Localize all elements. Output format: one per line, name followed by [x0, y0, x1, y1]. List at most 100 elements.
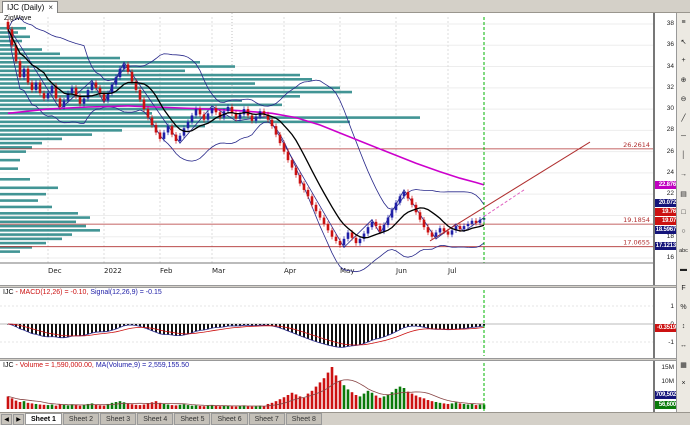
sheet-tab-4[interactable]: Sheet 4: [137, 413, 174, 425]
candle-body: [314, 204, 318, 212]
macd-histogram-bar: [131, 324, 133, 326]
x-axis-label: Apr: [284, 267, 296, 275]
volume-profile-bar: [0, 233, 72, 236]
sheet-nav-left-icon[interactable]: ◀: [1, 414, 12, 425]
sheet-tab-5[interactable]: Sheet 5: [174, 413, 211, 425]
candle-body: [146, 109, 150, 118]
macd-line: [7, 323, 485, 348]
macd-axis-tick: 1: [670, 303, 674, 310]
candle-body: [310, 196, 314, 205]
tool-grid-icon[interactable]: ▦: [680, 361, 687, 369]
macd-histogram-bar: [119, 324, 121, 328]
candle-body: [450, 230, 454, 235]
volume-bar: [114, 402, 118, 409]
sheet-tab-8[interactable]: Sheet 8: [285, 413, 322, 425]
candle-body: [390, 210, 394, 218]
volume-panel-chart[interactable]: [0, 361, 654, 412]
tool-vertical-line-icon[interactable]: │: [681, 152, 686, 159]
macd-histogram-bar: [143, 324, 145, 328]
magenta-ma-line: [7, 105, 485, 186]
tool-callout-icon[interactable]: ▬: [680, 266, 687, 273]
price-axis[interactable]: 38363432302826242220181617.121318.596719…: [654, 13, 677, 412]
sheet-nav-right-icon[interactable]: ▶: [13, 414, 24, 425]
sheet-tab-3[interactable]: Sheet 3: [100, 413, 137, 425]
drawn-trendline[interactable]: [429, 141, 591, 242]
macd-histogram-bar: [359, 324, 361, 345]
panel-splitter[interactable]: [0, 285, 676, 288]
panel-splitter[interactable]: [0, 358, 676, 361]
price-axis-tick: 30: [666, 105, 674, 113]
candle-body: [270, 119, 274, 127]
volume-ma-line: [7, 379, 485, 407]
volume-profile-bar: [0, 73, 300, 77]
volume-bar: [322, 378, 326, 409]
sheet-tab-7[interactable]: Sheet 7: [248, 413, 285, 425]
tool-fibonacci-icon[interactable]: F: [681, 285, 686, 292]
volume-bar: [202, 406, 206, 409]
macd-histogram-bar: [199, 324, 201, 331]
macd-histogram-bar: [139, 324, 141, 327]
macd-histogram-bar: [423, 324, 425, 328]
x-axis-label: 2022: [104, 267, 122, 275]
tool-zoom-out-icon[interactable]: ⊖: [680, 95, 687, 103]
volume-bar: [446, 403, 450, 409]
candle-body: [418, 212, 422, 220]
volume-profile-bar: [0, 167, 18, 170]
volume-bar: [346, 389, 350, 409]
tool-expand-horizontal-icon[interactable]: ↔: [680, 342, 687, 349]
candle-body: [38, 82, 42, 94]
tool-zoom-in-icon[interactable]: ⊕: [680, 76, 687, 84]
tool-menu-icon[interactable]: ≡: [681, 19, 686, 26]
macd-panel-chart[interactable]: [0, 288, 654, 358]
volume-bar: [98, 405, 102, 409]
macd-histogram-bar: [475, 324, 477, 327]
volume-bar: [22, 401, 26, 409]
x-axis-label: Dec: [48, 267, 62, 275]
volume-bar: [102, 405, 106, 409]
tool-text-icon[interactable]: abc: [679, 247, 688, 254]
drawn-trendline[interactable]: [483, 189, 525, 217]
volume-profile-bar: [0, 146, 32, 149]
macd-label-symbol: IJC: [3, 289, 14, 296]
sheet-tab-2[interactable]: Sheet 2: [62, 413, 100, 425]
volume-bar: [14, 400, 18, 409]
chart-tab[interactable]: IJC (Daily) ×: [2, 1, 59, 13]
candle-body: [226, 106, 230, 112]
candle-body: [442, 228, 446, 232]
sheet-tab-1[interactable]: Sheet 1: [25, 413, 62, 425]
tool-trendline-icon[interactable]: ╱: [681, 114, 686, 122]
tool-ellipse-icon[interactable]: ○: [681, 228, 686, 235]
tool-crosshair-icon[interactable]: +: [681, 57, 686, 64]
macd-histogram-bar: [75, 324, 77, 336]
volume-bar: [390, 392, 394, 409]
candle-body: [6, 21, 10, 30]
volume-bar: [214, 405, 218, 409]
macd-histogram-bar: [303, 324, 305, 338]
tool-ray-icon[interactable]: →: [680, 171, 687, 178]
main-price-chart[interactable]: Dec 2022 Feb Mar Apr May Jun Jul 26.2614 19.1854 1…: [0, 13, 654, 285]
volume-profile-bar: [0, 212, 78, 215]
tool-pointer-icon[interactable]: ↖: [680, 38, 687, 46]
macd-histogram-bar: [347, 324, 349, 347]
close-icon[interactable]: ×: [48, 2, 54, 12]
candle-body: [142, 99, 146, 110]
tool-delete-icon[interactable]: ×: [681, 380, 686, 387]
volume-profile-bar: [0, 48, 42, 51]
candle-body: [70, 87, 74, 94]
candle-body: [454, 226, 458, 231]
volume-profile-bar: [0, 26, 26, 30]
macd-histogram-bar: [175, 324, 177, 336]
tool-channel-icon[interactable]: ▤: [680, 190, 687, 198]
macd-histogram-bar: [407, 324, 409, 327]
candle-body: [74, 87, 78, 97]
candle-body: [90, 82, 94, 90]
tool-horizontal-line-icon[interactable]: ─: [681, 133, 686, 140]
volume-profile-bar: [0, 192, 46, 196]
tool-rectangle-icon[interactable]: □: [681, 209, 686, 216]
tool-percent-icon[interactable]: %: [680, 304, 687, 311]
tool-expand-vertical-icon[interactable]: ↕: [681, 323, 686, 330]
candle-body: [330, 230, 334, 237]
sheet-tab-6[interactable]: Sheet 6: [211, 413, 248, 425]
volume-bar: [18, 402, 22, 409]
